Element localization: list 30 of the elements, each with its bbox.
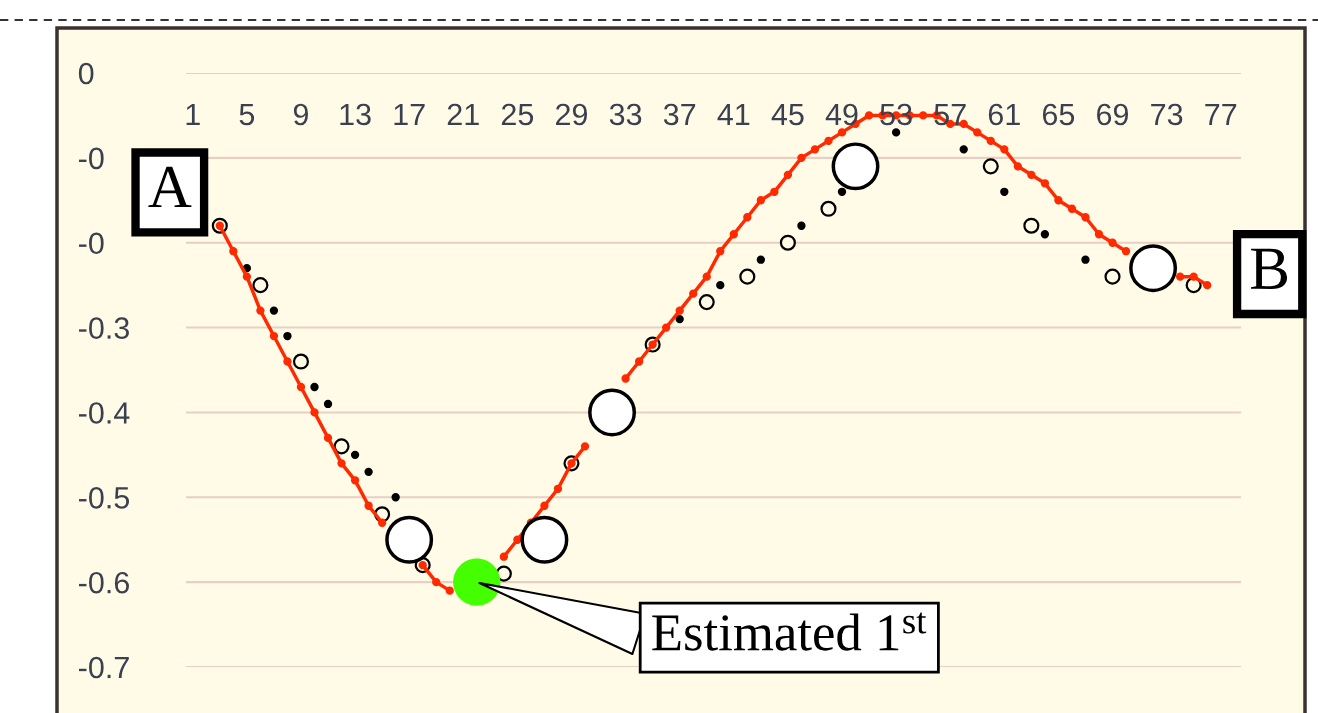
annotation: B (1251, 248, 1288, 289)
x-tick-label: 49 (825, 103, 858, 126)
y-tick-label: -0 (79, 147, 104, 170)
x-tick-label: 53 (880, 103, 912, 126)
y-tick-label: -0.5 (79, 487, 130, 509)
y-tick-label: -0.6 (79, 571, 129, 594)
annotation: A (148, 166, 192, 208)
x-tick-label: 25 (501, 103, 534, 126)
x-tick-label: 45 (771, 103, 804, 126)
x-tick-label: 21 (447, 103, 479, 125)
x-tick-label: 1 (186, 103, 200, 125)
x-tick-label: 33 (609, 103, 642, 126)
y-tick-label: -0.7 (79, 656, 129, 679)
x-tick-label: 73 (1151, 103, 1183, 126)
x-tick-label: 13 (340, 103, 371, 126)
x-tick-label: 77 (1205, 103, 1237, 125)
x-tick-label: 37 (663, 103, 696, 126)
x-tick-label: 69 (1097, 103, 1129, 126)
x-tick-label: 5 (239, 103, 255, 126)
x-tick-label: 29 (556, 103, 588, 126)
y-tick-label: -0.4 (79, 402, 130, 424)
x-tick-label: 61 (988, 103, 1020, 126)
y-tick-label: -0.3 (79, 317, 129, 339)
x-tick-label: 9 (293, 103, 309, 126)
x-tick-label: 41 (717, 103, 750, 125)
annotation: Estimated 1$^{st}$ (652, 612, 927, 651)
x-tick-label: 65 (1042, 103, 1075, 126)
y-tick-label: -0 (79, 232, 104, 255)
y-tick-label: 0 (78, 62, 94, 85)
x-tick-label: 17 (394, 103, 425, 125)
